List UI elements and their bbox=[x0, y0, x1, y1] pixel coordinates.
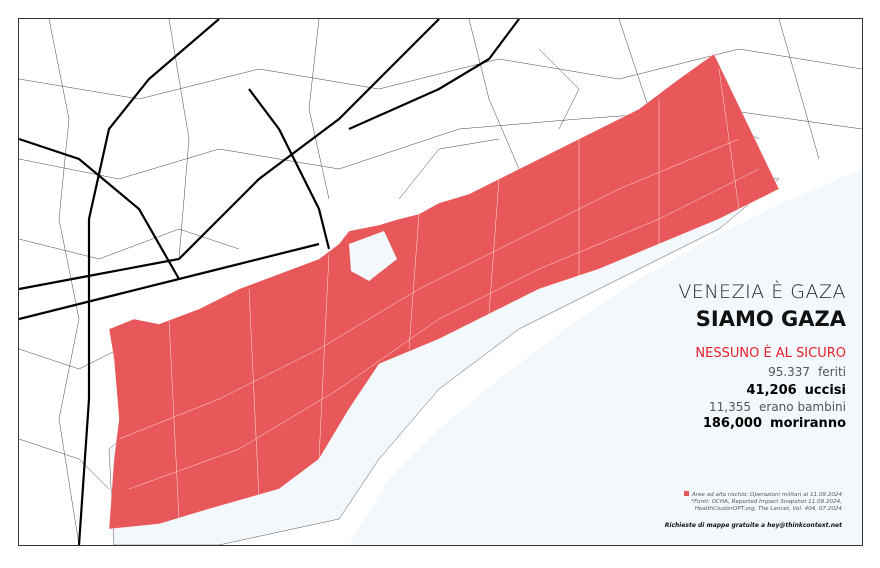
contact-text: Richieste di mappe gratuite a hey@thinkc… bbox=[664, 522, 842, 529]
stat-projected: 186,000 moriranno bbox=[703, 416, 846, 431]
district-boundaries bbox=[118, 68, 760, 520]
sources-line-2: HealthClusterOPT.org, The Lancet, Vol. 4… bbox=[694, 506, 842, 512]
high-risk-area[interactable] bbox=[108, 53, 780, 530]
stat-value: 11,355 bbox=[709, 400, 752, 414]
legend-swatch bbox=[683, 491, 689, 496]
stat-label: moriranno bbox=[770, 416, 846, 431]
subtitle: SIAMO GAZA bbox=[695, 307, 846, 331]
stat-label: erano bambini bbox=[759, 400, 846, 414]
map[interactable] bbox=[19, 19, 862, 545]
sources-line-1: *Fonti: OCHA, Reported Impact Snapshot 1… bbox=[691, 499, 842, 505]
stat-label: uccisi bbox=[804, 383, 846, 398]
sea bbox=[349, 169, 862, 545]
stat-label: feriti bbox=[818, 365, 846, 379]
lagoon-hole bbox=[349, 231, 397, 281]
tagline: NESSUNO È AL SICURO bbox=[695, 346, 846, 361]
legend-item: Aree ad alto rischio: Operazioni militar… bbox=[691, 492, 842, 498]
stat-value: 95.337 bbox=[768, 365, 811, 379]
major-roads bbox=[19, 19, 520, 545]
legend: Aree ad alto rischio: Operazioni militar… bbox=[662, 491, 842, 513]
stat-value: 41,206 bbox=[746, 383, 797, 398]
title: VENEZIA È GAZA bbox=[678, 281, 846, 303]
stat-value: 186,000 bbox=[702, 416, 763, 431]
stat-children: 11,355 erano bambini bbox=[709, 400, 846, 414]
map-frame: VENEZIA È GAZA SIAMO GAZA NESSUNO È AL S… bbox=[18, 18, 863, 546]
stat-killed: 41,206 uccisi bbox=[747, 383, 847, 398]
stat-injured: 95.337 feriti bbox=[768, 365, 846, 379]
